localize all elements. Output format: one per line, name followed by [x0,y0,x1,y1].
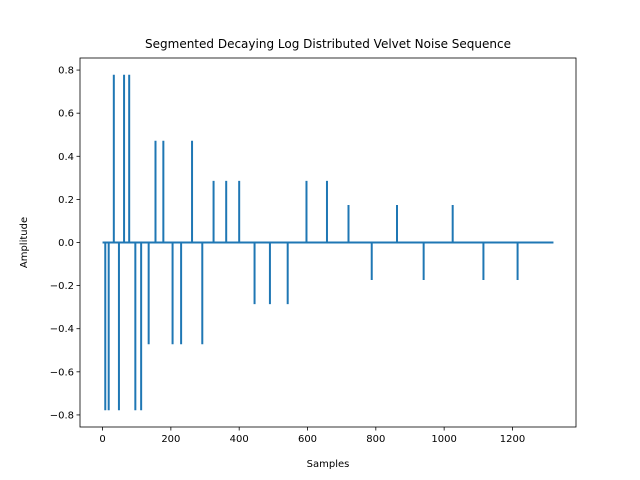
y-tick-label: −0.2 [50,281,74,292]
plot-frame [79,57,577,428]
series-layer [102,74,554,411]
x-tick-label: 400 [230,434,249,445]
chart-title: Segmented Decaying Log Distributed Velve… [145,37,511,51]
y-tick-label: 0.4 [58,152,74,163]
x-tick-label: 800 [366,434,385,445]
y-tick-label: 0.2 [58,195,74,206]
y-tick-label: −0.4 [50,324,74,335]
x-tick-label: 600 [298,434,317,445]
x-tick-label: 0 [99,434,105,445]
x-tick-label: 1000 [431,434,456,445]
y-tick-label: 0.6 [58,109,74,120]
x-tick-label: 1200 [500,434,525,445]
x-axis-label: Samples [307,459,350,470]
y-axis-label: Amplitude [19,217,30,268]
y-tick-label: 0.8 [58,66,74,77]
y-axis-ticks: −0.8 −0.6 −0.4 −0.2 0.0 0.2 0.4 0.6 0.8 [50,66,80,421]
y-tick-label: −0.6 [50,367,74,378]
x-tick-label: 200 [161,434,180,445]
x-axis-ticks: 0 200 400 600 800 1000 1200 [99,427,525,445]
y-tick-label: −0.8 [50,410,74,421]
y-tick-label: 0.0 [58,238,74,249]
